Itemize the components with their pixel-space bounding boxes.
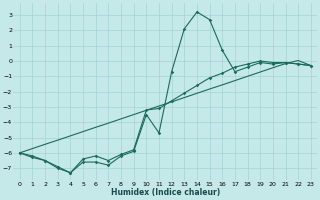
X-axis label: Humidex (Indice chaleur): Humidex (Indice chaleur): [111, 188, 220, 197]
